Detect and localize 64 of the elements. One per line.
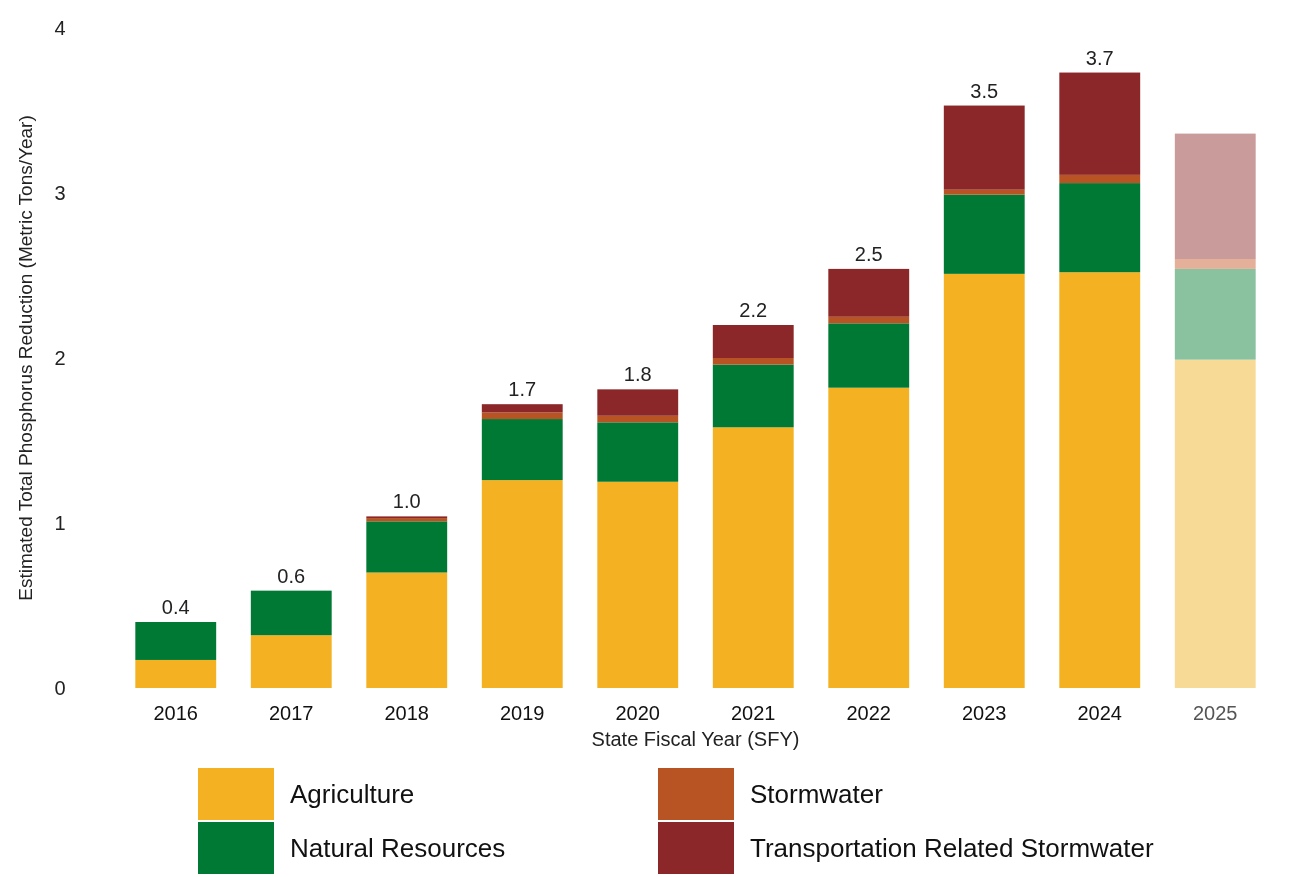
legend-label: Natural Resources: [290, 833, 506, 864]
bar: [366, 521, 448, 573]
bar: [1174, 268, 1256, 360]
bar: [712, 427, 794, 688]
bar: [712, 325, 794, 358]
bar: [828, 387, 910, 688]
x-tick-label: 2017: [269, 702, 314, 724]
bar: [366, 572, 448, 688]
bar: [135, 659, 217, 688]
total-label: 3.5: [970, 79, 999, 102]
x-tick-label: 2023: [962, 702, 1007, 724]
x-tick-label: 2018: [384, 702, 429, 724]
bar: [712, 358, 794, 365]
total-label: 1.8: [623, 363, 652, 386]
total-label: 1.0: [392, 490, 421, 513]
x-tick-label: 2022: [846, 702, 891, 724]
x-tick-label: 2021: [731, 702, 776, 724]
legend-label: Transportation Related Stormwater: [750, 833, 1154, 864]
bar: [943, 273, 1025, 688]
x-tick-label: 2020: [615, 702, 660, 724]
total-label: 1.7: [508, 378, 537, 401]
bar: [1174, 359, 1256, 688]
total-label: 2.2: [739, 299, 768, 321]
x-tick-label: 2025: [1193, 702, 1238, 724]
total-label: 2.5: [854, 242, 883, 265]
x-tick-label: 2019: [500, 702, 545, 724]
bar: [828, 323, 910, 388]
bar: [481, 419, 563, 481]
x-tick-label: 2024: [1077, 702, 1122, 724]
bar: [135, 622, 217, 660]
bar: [1059, 174, 1141, 184]
bar: [1174, 259, 1256, 269]
bar: [597, 481, 679, 688]
total-label: 3.7: [1085, 46, 1114, 69]
bar: [828, 316, 910, 324]
y-tick-label: 3: [54, 182, 66, 204]
legend-label: Agriculture: [290, 779, 415, 810]
y-tick-label: 1: [54, 512, 66, 534]
x-axis-title: State Fiscal Year (SFY): [591, 728, 800, 750]
bar: [597, 422, 679, 482]
bar: [943, 194, 1025, 274]
y-tick-label: 4: [54, 17, 66, 39]
bar: [481, 412, 563, 420]
total-label: 0.6: [277, 564, 306, 587]
bar: [1059, 72, 1141, 175]
bar: [481, 480, 563, 688]
bar: [597, 415, 679, 423]
bar: [943, 105, 1025, 190]
bar: [250, 635, 332, 688]
bar: [1174, 133, 1256, 259]
legend-label: Stormwater: [750, 779, 884, 810]
x-tick-label: 2016: [153, 702, 198, 724]
bar: [712, 364, 794, 428]
bar: [250, 590, 332, 636]
bar: [943, 189, 1025, 195]
y-tick-label: 2: [54, 347, 66, 369]
bar: [1059, 272, 1141, 688]
total-label: 0.4: [161, 596, 190, 618]
bar: [481, 404, 563, 413]
bar: [1059, 183, 1141, 273]
bar: [828, 268, 910, 317]
bar: [597, 389, 679, 416]
y-tick-label: 0: [54, 677, 66, 699]
y-axis-title: Estimated Total Phosphorus Reduction (Metric Tons/Year): [15, 115, 36, 601]
